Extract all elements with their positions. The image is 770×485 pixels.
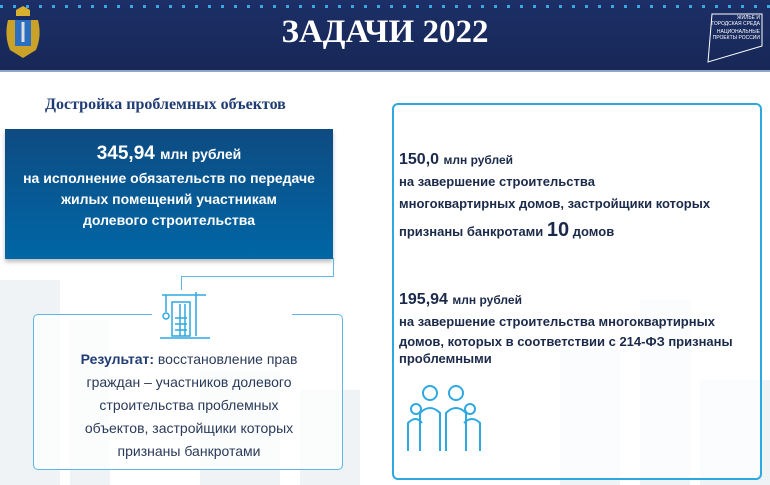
result-line: признаны банкротами: [117, 443, 261, 459]
section-subtitle: Достройка проблемных объектов: [45, 96, 286, 113]
page-title: ЗАДАЧИ 2022: [281, 14, 489, 50]
item-unit: млн рублей: [443, 153, 514, 167]
logo-text-1: ЖИЛЬЕ И ГОРОДСКАЯ СРЕДА: [711, 15, 760, 27]
item-line: домов, которых в соответствии с 214-ФЗ п…: [399, 334, 733, 349]
main-desc-line: долевого строительства: [83, 212, 255, 228]
result-line: строительства проблемных: [99, 397, 279, 413]
funding-breakdown-card: 150,0 млн рублей на завершение строитель…: [392, 103, 762, 480]
result-line: объектов, застройщики которых: [84, 420, 294, 436]
item-line: на завершение строительства: [399, 174, 595, 189]
people-group-icon: [407, 385, 481, 451]
main-desc-line: жилых помещений участникам: [61, 191, 277, 207]
result-card: Результат: восстановление прав граждан –…: [33, 313, 343, 470]
connector-line: [181, 276, 182, 290]
main-desc-line: на исполнение обязательств по передаче: [23, 170, 315, 186]
item-line: на завершение строительства многоквартир…: [399, 314, 715, 329]
item-line: признаны банкротами: [399, 224, 544, 239]
result-label: Результат:: [80, 351, 154, 367]
item-line: проблемными: [399, 351, 492, 366]
item-count-suffix: домов: [572, 224, 615, 239]
result-line: восстановление прав: [157, 351, 298, 367]
main-funding-card: 345,94 млн рублей на исполнение обязател…: [5, 129, 333, 259]
funding-item: 195,94 млн рублей на завершение строител…: [399, 289, 756, 367]
national-projects-logo: ЖИЛЬЕ И ГОРОДСКАЯ СРЕДА НАЦИОНАЛЬНЫЕ ПРО…: [700, 12, 764, 64]
funding-item: 150,0 млн рублей на завершение строитель…: [399, 149, 756, 243]
dotted-divider: [0, 5, 770, 8]
connector-line: [181, 258, 334, 277]
item-amount: 195,94: [399, 291, 448, 308]
coat-of-arms-icon: [6, 6, 40, 58]
main-unit: млн рублей: [160, 146, 242, 162]
main-amount: 345,94: [96, 143, 155, 164]
construction-crane-icon: [160, 292, 210, 339]
item-line: многоквартирных домов, застройщики котор…: [399, 196, 711, 211]
item-count: 10: [546, 219, 570, 241]
item-unit: млн рублей: [452, 293, 522, 307]
result-line: граждан – участников долевого: [86, 374, 292, 390]
header-banner: ЗАДАЧИ 2022 ЖИЛЬЕ И ГОРОДСКАЯ СРЕДА НАЦИ…: [0, 0, 770, 72]
item-amount: 150,0: [399, 151, 440, 168]
logo-text-2: НАЦИОНАЛЬНЫЕ ПРОЕКТЫ РОССИИ: [712, 29, 760, 41]
